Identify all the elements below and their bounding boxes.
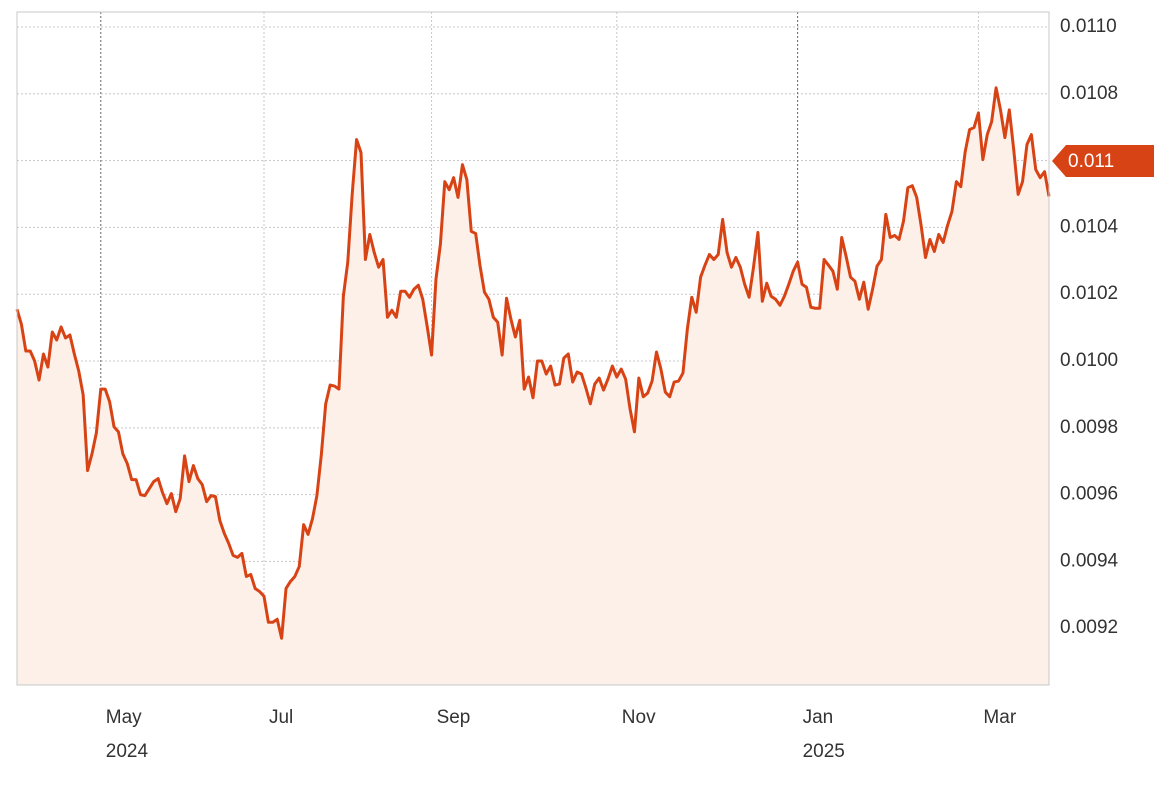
x-tick-label: Nov [622, 707, 656, 728]
last-price-tag [1052, 145, 1154, 177]
line [15, 86, 1051, 640]
y-tick-label: 0.0108 [1060, 83, 1118, 104]
x-tick-label: Jan [803, 707, 834, 728]
y-tick-label: 0.0102 [1060, 283, 1118, 304]
x-tick-label: Mar [983, 707, 1016, 728]
data-layer [15, 86, 1051, 685]
y-tick-label: 0.0092 [1060, 617, 1118, 638]
y-tick-label: 0.0096 [1060, 484, 1118, 505]
y-tick-label: 0.0098 [1060, 417, 1118, 438]
y-tick-label: 0.0104 [1060, 216, 1119, 237]
y-tick-label: 0.0094 [1060, 550, 1119, 571]
y-tick-label: 0.0100 [1060, 350, 1118, 371]
plot-frame [16, 11, 1050, 686]
x-tick-label: Jul [269, 707, 293, 728]
y-tick-label: 0.0110 [1060, 16, 1117, 37]
x-year-label: 2025 [803, 741, 845, 762]
area [17, 87, 1049, 685]
last-price-label: 0.011 [1068, 151, 1114, 172]
x-tick-label: Sep [437, 707, 471, 728]
x-tick-label: May [106, 707, 142, 728]
x-year-label: 2024 [106, 741, 149, 762]
